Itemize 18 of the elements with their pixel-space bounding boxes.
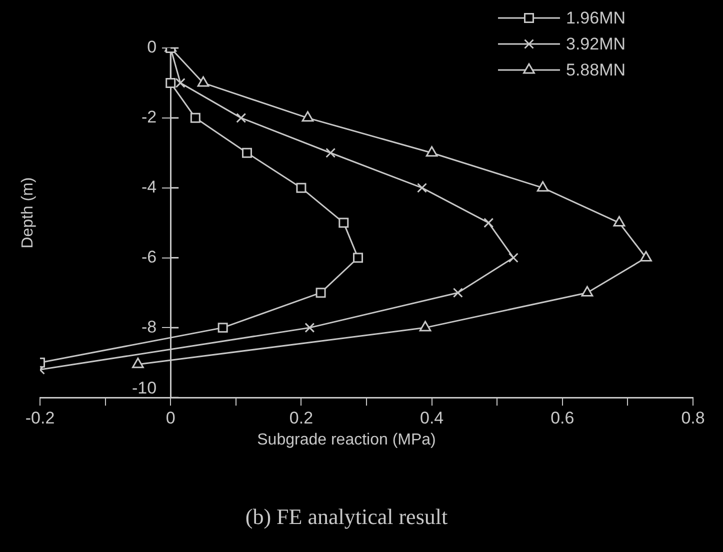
y-tick-label: -10 [132,378,157,398]
x-axis-title: Subgrade reaction (MPa) [257,431,436,448]
x-tick-label: 0.4 [420,408,444,428]
legend-label: 1.96MN [566,8,626,28]
y-axis-title: Depth (m) [19,177,36,248]
y-tick-label: 0 [147,38,157,57]
x-tick-label: 0.2 [289,408,314,428]
y-tick-label: -6 [141,247,157,266]
x-tick-label: -0.2 [25,408,55,428]
x-tick-label: 0.8 [681,408,705,428]
y-tick-label: -4 [141,178,157,197]
x-tick-label: 0.6 [550,408,574,428]
x-tick-label: 0 [166,408,176,428]
legend-label: 3.92MN [566,34,626,54]
y-tick-label: -8 [141,317,157,336]
y-tick-label: -2 [141,108,157,127]
text: (b) FE analytical result [245,504,448,529]
legend-label: 5.88MN [566,60,626,80]
